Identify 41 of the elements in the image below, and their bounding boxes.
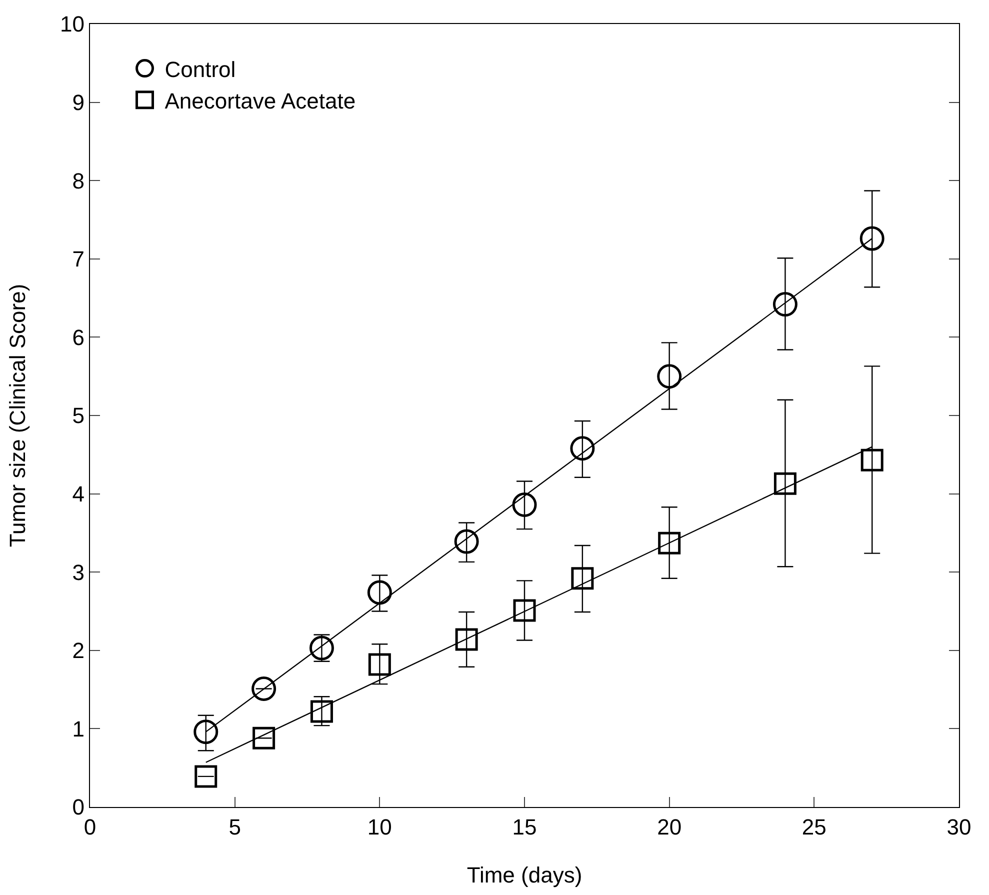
point [571,567,594,590]
x-tick-label: 15 [512,814,537,840]
y-tick-label: 7 [72,246,84,272]
point [309,636,334,660]
point [512,492,537,517]
point [252,676,276,702]
y-tick-label: 1 [72,716,84,742]
y-tick-label: 5 [72,403,84,428]
legend-label: Control [164,56,236,82]
point [570,436,595,461]
x-tick-label: 30 [946,814,972,840]
point [657,364,682,389]
point [513,599,536,622]
point [310,700,333,723]
x-tick-label: 20 [657,814,682,840]
y-tick-label: 8 [72,168,84,194]
point [367,580,392,605]
point [194,720,218,744]
y-tick-label: 2 [72,638,84,664]
y-tick-label: 6 [72,324,84,350]
point [368,653,391,676]
point [252,726,276,750]
point [194,765,218,788]
point [455,628,478,651]
x-axis-title: Time (days) [466,862,582,888]
point [860,226,884,251]
legend-label: Anecortave Acetate [164,88,356,114]
point [454,529,479,554]
y-tick-label: 0 [72,794,84,820]
y-tick-label: 3 [72,560,84,585]
y-tick-label: 9 [72,90,84,115]
y-axis-title: Tumor size (Clinical Score) [4,284,30,548]
point [772,292,798,317]
x-tick-label: 5 [228,814,241,840]
point [860,448,884,472]
x-tick-label: 10 [367,814,392,840]
point [774,472,796,495]
y-tick-label: 10 [60,12,84,37]
y-tick-label: 4 [72,482,84,506]
point [658,532,681,554]
x-tick-label: 25 [802,814,826,840]
